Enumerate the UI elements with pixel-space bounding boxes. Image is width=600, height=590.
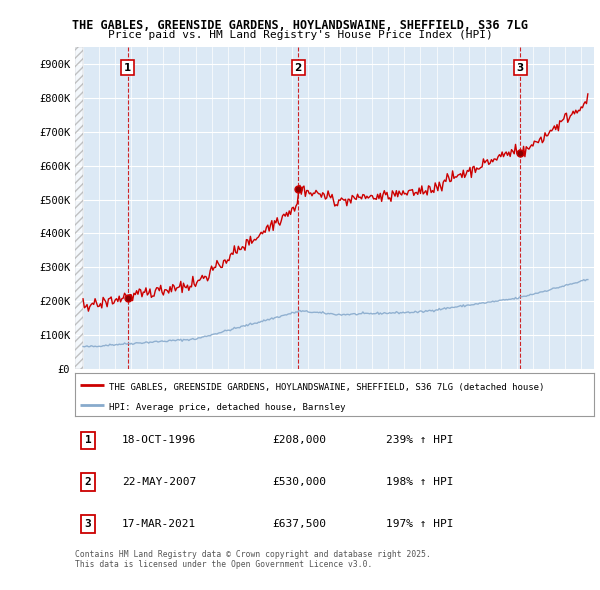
Text: 239% ↑ HPI: 239% ↑ HPI [386, 435, 454, 445]
Text: 197% ↑ HPI: 197% ↑ HPI [386, 519, 454, 529]
Text: £637,500: £637,500 [272, 519, 326, 529]
Text: £530,000: £530,000 [272, 477, 326, 487]
Text: THE GABLES, GREENSIDE GARDENS, HOYLANDSWAINE, SHEFFIELD, S36 7LG: THE GABLES, GREENSIDE GARDENS, HOYLANDSW… [72, 19, 528, 32]
Text: 18-OCT-1996: 18-OCT-1996 [122, 435, 196, 445]
Text: Price paid vs. HM Land Registry's House Price Index (HPI): Price paid vs. HM Land Registry's House … [107, 30, 493, 40]
Text: 2: 2 [85, 477, 91, 487]
Text: 2: 2 [295, 63, 302, 73]
Text: 1: 1 [85, 435, 91, 445]
Text: 198% ↑ HPI: 198% ↑ HPI [386, 477, 454, 487]
Text: 1: 1 [124, 63, 131, 73]
Text: HPI: Average price, detached house, Barnsley: HPI: Average price, detached house, Barn… [109, 402, 345, 412]
Text: 17-MAR-2021: 17-MAR-2021 [122, 519, 196, 529]
Text: £208,000: £208,000 [272, 435, 326, 445]
Text: 22-MAY-2007: 22-MAY-2007 [122, 477, 196, 487]
Text: THE GABLES, GREENSIDE GARDENS, HOYLANDSWAINE, SHEFFIELD, S36 7LG (detached house: THE GABLES, GREENSIDE GARDENS, HOYLANDSW… [109, 382, 544, 392]
Text: Contains HM Land Registry data © Crown copyright and database right 2025.
This d: Contains HM Land Registry data © Crown c… [75, 550, 431, 569]
Text: 3: 3 [517, 63, 524, 73]
Text: 3: 3 [85, 519, 91, 529]
